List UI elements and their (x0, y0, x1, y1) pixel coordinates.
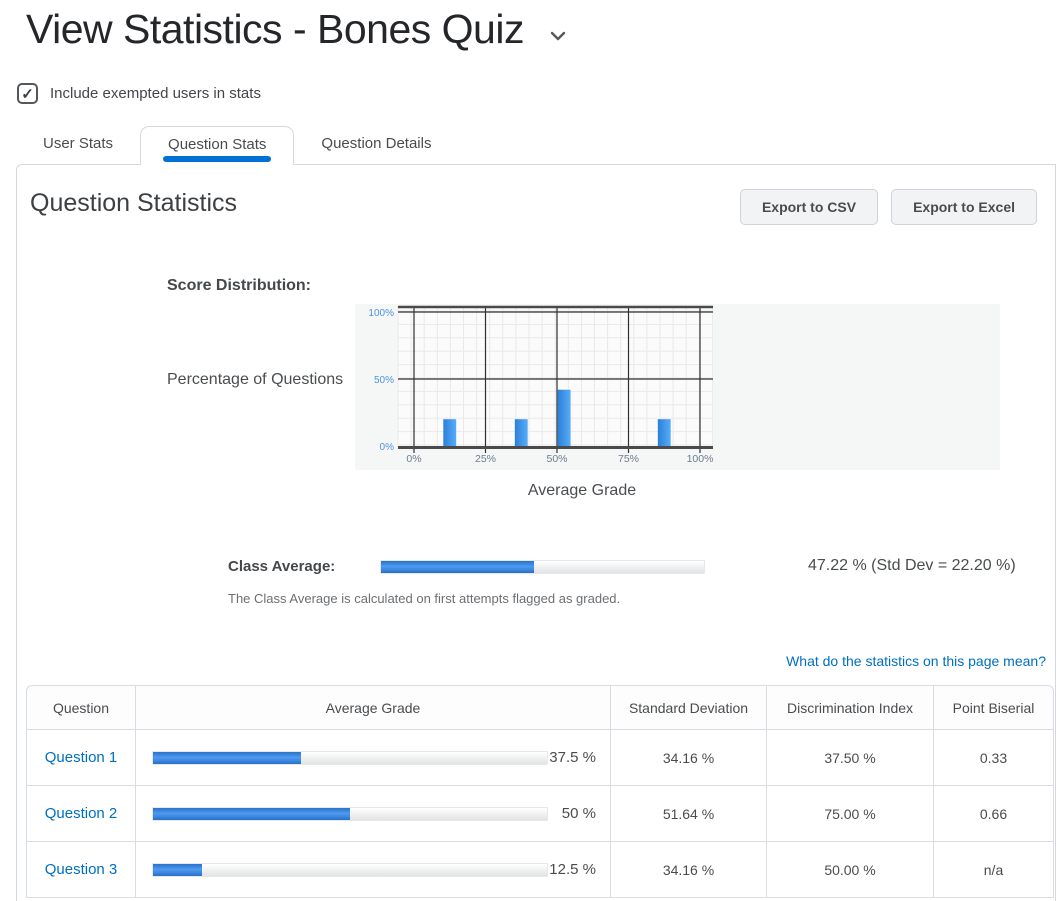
svg-text:25%: 25% (475, 453, 496, 465)
average-grade-bar (152, 862, 548, 877)
svg-text:100%: 100% (368, 308, 394, 319)
svg-text:50%: 50% (546, 453, 567, 465)
discrimination-index-value: 37.50 % (767, 730, 934, 786)
std-dev-value: 34.16 % (611, 842, 767, 898)
section-title: Question Statistics (30, 189, 238, 217)
score-distribution-label: Score Distribution: (167, 277, 312, 294)
table-header: Question Average Grade Standard Deviatio… (26, 685, 1054, 730)
page-header: View Statistics - Bones Quiz (0, 0, 1056, 53)
tab-question-stats[interactable]: Question Stats (140, 126, 295, 165)
question-3-link[interactable]: Question 3 (44, 861, 118, 878)
tab-label: Question Details (321, 135, 432, 152)
svg-text:75%: 75% (618, 453, 639, 465)
average-grade-bar-fill (153, 863, 203, 876)
class-average-label: Class Average: (228, 558, 336, 575)
point-biserial-value: 0.66 (934, 786, 1054, 842)
point-biserial-value: n/a (934, 842, 1054, 898)
statistics-help-link[interactable]: What do the statistics on this page mean… (786, 653, 1046, 669)
average-grade-bar-fill (153, 807, 350, 820)
col-header-average-grade: Average Grade (136, 685, 611, 730)
average-grade-value: 12.5 % (549, 861, 596, 878)
col-header-standard-deviation: Standard Deviation (611, 685, 767, 730)
question-stats-table: Question Average Grade Standard Deviatio… (26, 685, 1054, 898)
class-average-bar-fill (381, 561, 534, 573)
table-row: Question 3 12.5 % 34.16 % 50.00 % n/a (26, 842, 1054, 898)
class-average-value: 47.22 % (Std Dev = 22.20 %) (808, 557, 1016, 574)
chart-x-axis-label: Average Grade (527, 482, 637, 499)
std-dev-value: 51.64 % (611, 786, 767, 842)
question-1-link[interactable]: Question 1 (44, 749, 118, 766)
page-title: View Statistics - Bones Quiz (26, 6, 524, 52)
active-tab-indicator (163, 156, 272, 162)
export-excel-button[interactable]: Export to Excel (891, 189, 1037, 225)
export-buttons: Export to CSV Export to Excel (739, 189, 1037, 225)
col-header-discrimination-index: Discrimination Index (767, 685, 934, 730)
include-exempted-label: Include exempted users in stats (50, 85, 261, 102)
class-average-note: The Class Average is calculated on first… (228, 591, 621, 606)
point-biserial-value: 0.33 (934, 730, 1054, 786)
tab-label: User Stats (43, 135, 114, 152)
tab-user-stats[interactable]: User Stats (16, 126, 140, 164)
average-grade-value: 50 % (561, 805, 596, 822)
svg-text:0%: 0% (380, 442, 395, 453)
chevron-down-icon[interactable] (550, 28, 566, 46)
panel-header: Question Statistics Export to CSV Export… (17, 165, 1055, 225)
tab-bar: User Stats Question Stats Question Detai… (16, 126, 1056, 165)
table-row: Question 2 50 % 51.64 % 75.00 % 0.66 (26, 786, 1054, 842)
average-grade-bar-fill (153, 751, 301, 764)
col-header-question: Question (26, 685, 136, 730)
include-exempted-checkbox[interactable]: ✓ (17, 83, 38, 104)
average-grade-bar (152, 806, 548, 821)
tab-question-details[interactable]: Question Details (294, 126, 458, 164)
svg-text:0%: 0% (406, 453, 421, 465)
discrimination-index-value: 75.00 % (767, 786, 934, 842)
svg-text:50%: 50% (374, 375, 394, 386)
question-2-link[interactable]: Question 2 (44, 805, 118, 822)
tab-label: Question Stats (168, 136, 267, 153)
include-exempted-row: ✓ Include exempted users in stats (17, 83, 1056, 104)
chart-y-axis-label: Percentage of Questions (167, 371, 344, 388)
std-dev-value: 34.16 % (611, 730, 767, 786)
discrimination-index-value: 50.00 % (767, 842, 934, 898)
class-average-bar (380, 560, 705, 574)
score-distribution-chart: 0% 50% 100% 0% 25% 50% 75% 100% (355, 304, 1000, 470)
svg-text:100%: 100% (687, 453, 714, 465)
average-grade-bar (152, 750, 548, 765)
question-stats-panel: Question Statistics Export to CSV Export… (16, 164, 1056, 901)
average-grade-value: 37.5 % (549, 749, 596, 766)
export-csv-button[interactable]: Export to CSV (739, 189, 879, 225)
table-row: Question 1 37.5 % 34.16 % 37.50 % 0.33 (26, 730, 1054, 786)
col-header-point-biserial: Point Biserial (934, 685, 1054, 730)
